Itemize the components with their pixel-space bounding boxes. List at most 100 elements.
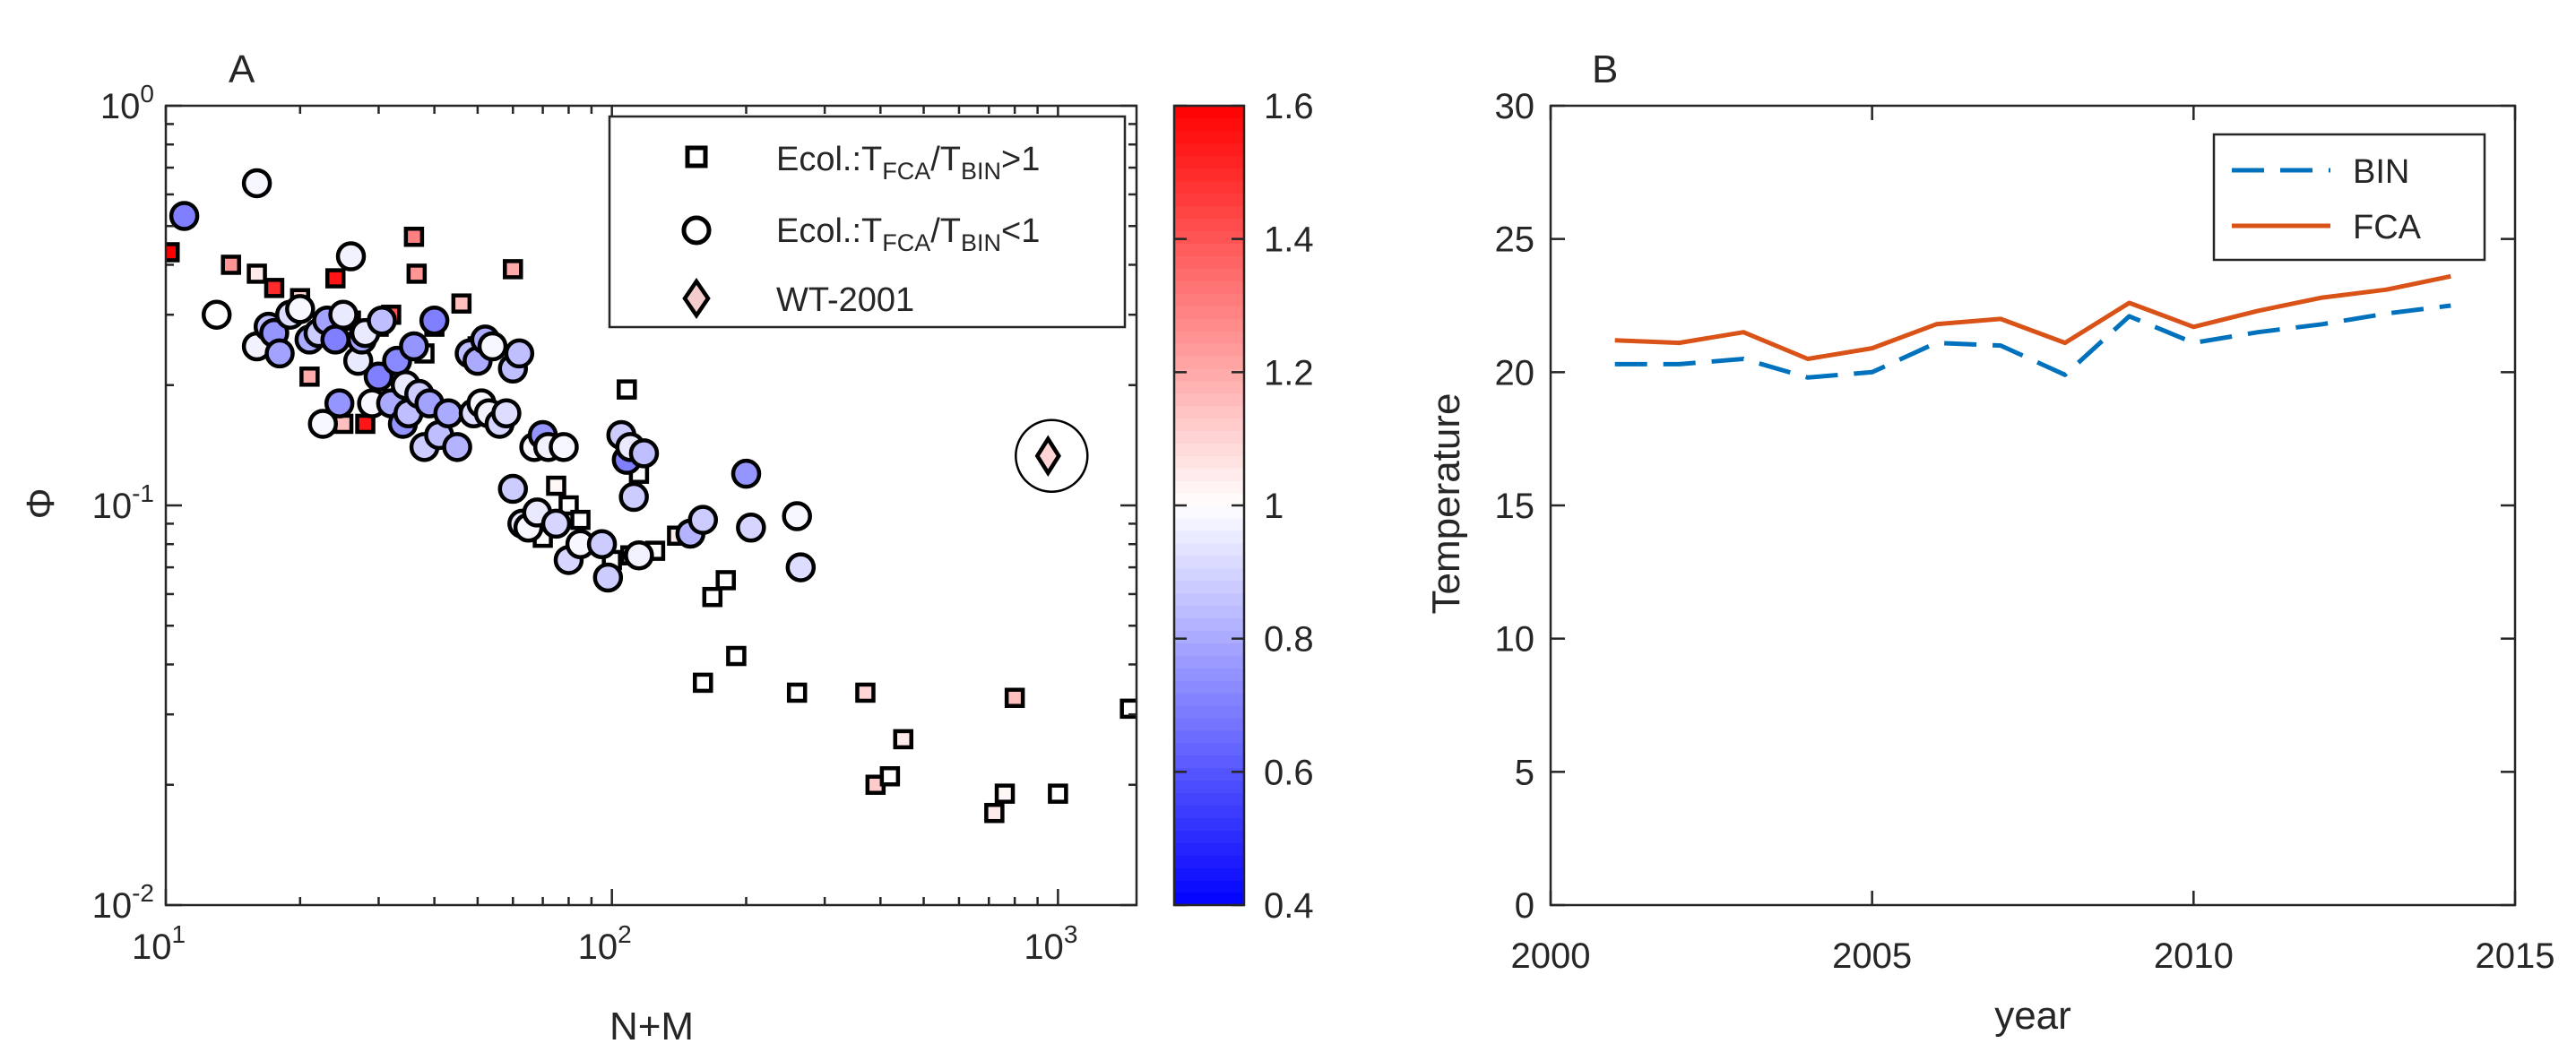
colorbar-segment bbox=[1174, 330, 1244, 344]
chart-b-x-tick-label: 2000 bbox=[1511, 936, 1591, 976]
colorbar-segment bbox=[1174, 643, 1244, 656]
square-point bbox=[220, 254, 241, 275]
chart-b-x-tick-label: 2015 bbox=[2476, 936, 2555, 976]
square-point bbox=[855, 682, 876, 703]
colorbar-tick-label: 1.2 bbox=[1264, 353, 1314, 392]
chart-b-legend: BIN FCA bbox=[2212, 133, 2486, 262]
chart-a-frame bbox=[164, 104, 1138, 907]
legend-square-marker bbox=[685, 145, 708, 168]
colorbar-segment bbox=[1174, 555, 1244, 569]
legend-circles-main: Ecol.:T bbox=[776, 212, 882, 250]
colorbar-segment bbox=[1174, 493, 1244, 506]
circle-point bbox=[540, 508, 572, 539]
circle-point bbox=[586, 529, 618, 559]
square-point bbox=[786, 682, 808, 703]
colorbar-segment bbox=[1174, 767, 1244, 781]
chart-a-legend: Ecol.:TFCA/TBIN>1 Ecol.:TFCA/TBIN<1 WT-2… bbox=[608, 115, 1127, 329]
square-point bbox=[264, 278, 285, 298]
circle-point bbox=[687, 505, 719, 535]
colorbar-segment bbox=[1174, 268, 1244, 281]
circle-point bbox=[169, 201, 200, 231]
colorbar-segment bbox=[1174, 293, 1244, 306]
colorbar-segment bbox=[1174, 280, 1244, 294]
chart-a-y-tick-label: 10-2 bbox=[92, 879, 154, 926]
circle-point bbox=[335, 241, 367, 272]
square-point bbox=[715, 570, 736, 591]
colorbar-tick-label: 1.4 bbox=[1264, 220, 1314, 260]
chart-a-y-axis-label: Φ bbox=[19, 487, 63, 519]
chart-a-y-tick-base: 10 bbox=[100, 87, 141, 126]
circle-point bbox=[497, 473, 529, 505]
square-point bbox=[1119, 698, 1137, 720]
colorbar-segment bbox=[1174, 567, 1244, 582]
chart-b-x-tick-label: 2010 bbox=[2154, 936, 2234, 976]
colorbar-segment bbox=[1174, 142, 1244, 157]
legend-circles-tail: <1 bbox=[1001, 212, 1040, 250]
chart-b-frame bbox=[1549, 104, 2517, 907]
chart-a-x-tick-label: 101 bbox=[132, 920, 186, 967]
circle-point bbox=[399, 331, 429, 362]
chart-a-y-tick-label: 10-1 bbox=[92, 479, 154, 526]
square-point bbox=[503, 259, 523, 280]
circle-point bbox=[241, 168, 272, 199]
chart-a-y-tick-exp: 0 bbox=[140, 80, 154, 108]
colorbar-segment bbox=[1174, 830, 1244, 843]
colorbar-segment bbox=[1174, 317, 1244, 332]
chart-b-y-tick-label: 20 bbox=[1495, 353, 1535, 392]
colorbar-segment bbox=[1174, 155, 1244, 169]
square-point bbox=[617, 379, 637, 400]
colorbar-segment bbox=[1174, 380, 1244, 394]
colorbar-segment bbox=[1174, 430, 1244, 444]
colorbar-segment bbox=[1174, 542, 1244, 556]
square-point bbox=[546, 475, 566, 496]
chart-b-y-tick-label: 25 bbox=[1495, 220, 1535, 260]
legend-item-fca: FCA bbox=[2353, 209, 2422, 246]
legend-item-diamond: WT-2001 bbox=[776, 281, 914, 319]
colorbar-segment bbox=[1174, 517, 1244, 531]
legend-circles-mid: /T bbox=[930, 212, 961, 250]
circle-point bbox=[491, 398, 522, 428]
colorbar-segment bbox=[1174, 418, 1244, 431]
chart-b-legend-box bbox=[2212, 133, 2486, 262]
chart-b-x-axis-label: year bbox=[1994, 994, 2071, 1038]
chart-a-x-tick-label: 103 bbox=[1024, 920, 1077, 967]
colorbar-segment bbox=[1174, 106, 1244, 119]
colorbar-segment bbox=[1174, 117, 1244, 132]
legend-item-bin: BIN bbox=[2353, 153, 2409, 191]
colorbar-segment bbox=[1174, 605, 1244, 619]
chart-b-y-tick-label: 5 bbox=[1515, 753, 1534, 792]
colorbar-segment bbox=[1174, 480, 1244, 494]
chart-a-x-tick-exp: 3 bbox=[1064, 920, 1078, 948]
colorbar-segment bbox=[1174, 455, 1244, 469]
chart-b-y-tick-label: 0 bbox=[1515, 886, 1534, 926]
chart-b-y-tick-label: 30 bbox=[1495, 87, 1535, 126]
chart-a-x-axis-label: N+M bbox=[609, 1005, 694, 1048]
colorbar-segment bbox=[1174, 705, 1244, 719]
chart-a-x-tick-label: 102 bbox=[578, 920, 632, 967]
colorbar-segment bbox=[1174, 880, 1244, 893]
colorbar-tick-label: 1.6 bbox=[1264, 87, 1314, 126]
square-point bbox=[702, 586, 723, 608]
colorbar-segment bbox=[1174, 443, 1244, 456]
circle-point bbox=[328, 299, 359, 330]
square-point bbox=[879, 766, 901, 787]
chart-a-x-tick-base: 10 bbox=[132, 927, 172, 967]
wt-2001-highlight-ring bbox=[1015, 418, 1089, 494]
colorbar-tick-label: 0.4 bbox=[1264, 886, 1314, 926]
colorbar-segment bbox=[1174, 342, 1244, 357]
colorbar-segment bbox=[1174, 893, 1244, 906]
chart-a-markers bbox=[166, 168, 1137, 824]
square-point bbox=[166, 242, 180, 263]
wt-2001-point bbox=[1034, 435, 1061, 477]
legend-diamond-marker bbox=[682, 278, 711, 319]
chart-a-x-tick-exp: 1 bbox=[171, 920, 186, 948]
circle-point bbox=[324, 388, 355, 418]
colorbar-tick-label: 1 bbox=[1264, 487, 1284, 526]
colorbar-segment bbox=[1174, 717, 1244, 731]
chart-a-y-tick-exp: -1 bbox=[132, 479, 154, 507]
colorbar-segment bbox=[1174, 867, 1244, 881]
square-point bbox=[558, 495, 579, 516]
circle-point bbox=[782, 501, 812, 531]
